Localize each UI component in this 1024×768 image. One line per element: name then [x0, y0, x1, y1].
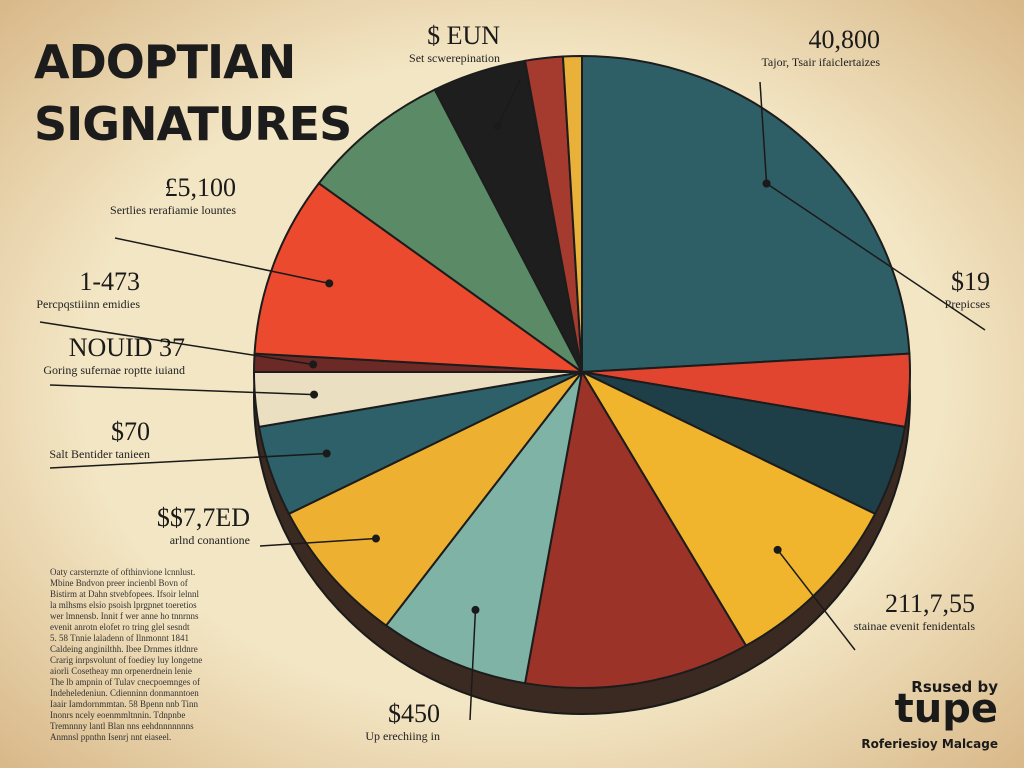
logo-top: Rsused by — [911, 678, 998, 696]
footnote-line: Crarig inrpsvolunt of foediey luy longet… — [50, 655, 202, 665]
footnote-line: Tremnnny lantl Blan nns eehdnnnnnnns — [50, 721, 194, 731]
leader-line — [39, 321, 314, 366]
annotation-value: $ EUN — [427, 21, 500, 50]
leader-line — [759, 81, 768, 184]
annotation-value: 1-473 — [79, 267, 140, 296]
footnote-line: Indeheledeniun. Cdienninn donmanntoen — [50, 688, 199, 698]
annotation-caption: Set scwerepination — [409, 51, 500, 65]
annotation-caption: Sertlies rerafiamie lountes — [110, 203, 236, 217]
pie-slice — [561, 54, 583, 373]
footnote-line: The lb ampnin of Tulav cnecpoemnges of — [50, 677, 200, 687]
annotation-caption: stainae evenit fenidentals — [854, 619, 976, 633]
chart-title: SIGNATURES — [34, 97, 351, 151]
leader-dot — [371, 534, 380, 543]
leader-line — [496, 79, 521, 127]
leader-line — [49, 452, 327, 469]
leader-line — [259, 537, 377, 547]
footnote-line: Caldeing anginilthh. Ibee Drnmes itldnre — [50, 644, 198, 654]
annotation-value: $$7,7ED — [157, 503, 250, 532]
footnote-line: Bistirm at Dahn stvebfopees. Ifsoir leln… — [50, 589, 199, 599]
annotation-value: $70 — [111, 417, 150, 446]
pie-slice — [317, 88, 583, 373]
logo-bottom: Roferiesioy Malcage — [861, 737, 998, 751]
pie-slice — [287, 371, 583, 627]
leader-line — [777, 549, 856, 651]
footnote-line: Iaair Iamdornmmtan. 58 Bpenn nnb Tinn — [50, 699, 198, 709]
footnote-line: wer lmnensb. Innit f wer anne ho tnnrnns — [50, 611, 199, 621]
footnote-line: Anmnsl ppnthn Isenrj nnt eiaseel. — [50, 732, 171, 742]
annotation-caption: Tajor, Tsair ifaiclertaizes — [761, 55, 880, 69]
leader-dot — [762, 179, 771, 188]
footnote-line: Inonrs ncely eoenmmltnnin. Tdnpnbe — [50, 710, 185, 720]
leader-line — [766, 182, 986, 331]
annotation-caption: Up erechiing in — [365, 729, 440, 743]
logo-brand: tupe — [895, 686, 998, 732]
chart-title: ADOPTIAN — [34, 35, 295, 89]
annotation-value: NOUID 37 — [69, 333, 185, 362]
annotation-value: £5,100 — [165, 173, 237, 202]
leader-dot — [471, 605, 480, 614]
leader-dot — [309, 360, 318, 369]
leader-line — [114, 237, 330, 285]
leader-dot — [310, 390, 319, 399]
pie — [252, 54, 911, 715]
pie-slice — [253, 181, 586, 374]
leader-dot — [322, 449, 331, 458]
footnote-line: Oaty carsternzte of ofthinvione lcnnlust… — [50, 567, 195, 577]
leader-line — [469, 609, 477, 721]
pie-slice — [523, 369, 748, 689]
annotation-caption: Prepicses — [945, 297, 991, 311]
footnote-line: Mbine Bndvon preer incienbl Bovn of — [50, 578, 188, 588]
leader-dot — [325, 279, 334, 288]
leader-line — [49, 384, 315, 396]
annotation-value: 211,7,55 — [885, 589, 975, 618]
annotation-caption: Goring sufernae roptte iuiand — [43, 363, 185, 377]
footnote-line: aiorli Cosetheay mn orpenerdnein lenie — [50, 666, 192, 676]
pie-slice — [579, 369, 877, 648]
leader-dot — [493, 122, 502, 131]
annotation-caption: Percpqstiiinn emidies — [36, 297, 140, 311]
pie-slice — [581, 54, 911, 374]
footnote-line: evenit anrotn elofet ro tring glel sesnd… — [50, 622, 190, 632]
annotation-caption: Salt Bentider tanieen — [49, 447, 150, 461]
footnote: Oaty carsternzte of ofthinvione lcnnlust… — [50, 567, 202, 742]
leader-dot — [773, 545, 782, 554]
annotation-value: $450 — [388, 699, 440, 728]
footnote-line: la mlhsms elsio psoish lprgpnet toeretio… — [50, 600, 197, 610]
footnote-line: 5. 58 Tnnie laladenn of Ilnmonnt 1841 — [50, 633, 189, 643]
pie-slice — [384, 371, 583, 685]
annotation-value: 40,800 — [809, 25, 881, 54]
annotation-value: $19 — [951, 267, 990, 296]
annotation-caption: arlnd conantione — [170, 533, 250, 547]
